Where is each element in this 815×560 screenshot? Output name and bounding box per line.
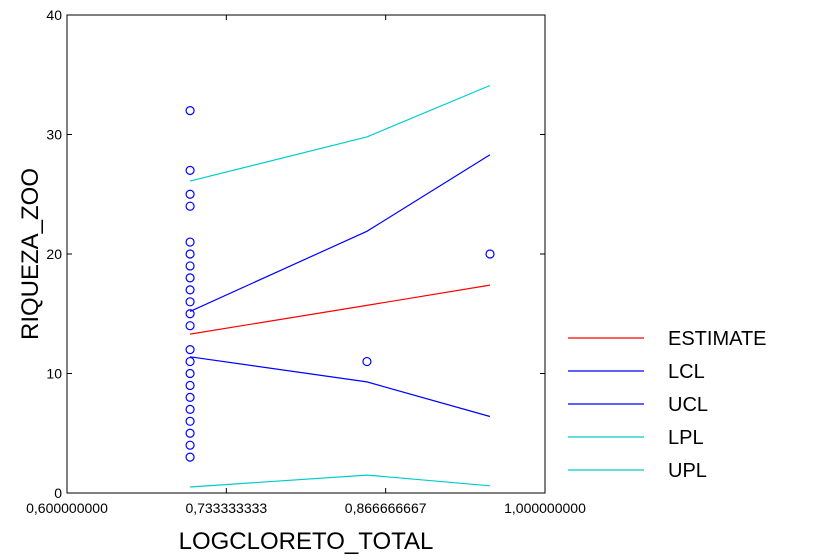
data-point [185, 165, 195, 175]
legend-label-lpl: LPL [668, 427, 704, 449]
y-tick-label: 10 [46, 366, 62, 382]
data-point [185, 356, 195, 367]
legend-label-lcl: LCL [668, 361, 705, 383]
ticks: 0 10 20 30 40 0,600000000 0,733333333 0,8666666… [26, 7, 586, 516]
series-line-ucl [189, 154, 491, 312]
x-tick-label: 0,600000000 [26, 500, 108, 516]
data-point [185, 261, 195, 271]
data-point [185, 404, 195, 414]
y-tick-label: 30 [46, 127, 62, 143]
data-point [185, 105, 195, 116]
data-point [185, 189, 195, 199]
data-point [185, 273, 195, 283]
data-point [185, 201, 195, 211]
legend-label-estimate: ESTIMATE [668, 328, 767, 350]
data-point [185, 368, 195, 379]
data-point [185, 428, 195, 438]
y-axis-title: RIQUEZA_ZOO [17, 168, 44, 340]
data-point [185, 440, 195, 450]
x-tick-label: 0,733333333 [185, 500, 267, 516]
y-tick-label: 20 [46, 246, 62, 262]
data-point [185, 309, 195, 319]
data-point [185, 249, 195, 259]
series-line-upl [189, 84, 491, 182]
series-line-lpl [190, 474, 491, 488]
x-axis-title: LOGCLORETO_TOTAL [179, 528, 434, 555]
data-point [185, 452, 195, 462]
data-point [185, 345, 195, 355]
data-point [362, 356, 372, 367]
data-point [485, 249, 495, 259]
x-tick-label: 0,866666667 [345, 500, 427, 516]
y-tick-label: 40 [46, 7, 62, 23]
data-point [185, 392, 195, 402]
x-tick-label: 1,000000000 [504, 500, 586, 516]
data-point [185, 416, 195, 426]
scatter-points [185, 105, 495, 462]
data-point [185, 321, 195, 331]
data-point [185, 237, 195, 247]
data-point [185, 297, 195, 307]
series-line-estimate [190, 284, 491, 335]
plot-frame [66, 14, 546, 494]
series-line-lcl [190, 356, 491, 418]
y-tick-label: 0 [54, 485, 62, 501]
data-point [185, 380, 195, 391]
legend-label-ucl: UCL [668, 394, 708, 416]
data-point [185, 285, 195, 295]
series-lines [189, 84, 491, 488]
legend-label-upl: UPL [668, 460, 707, 482]
legend: ESTIMATE LCL UCL LPL UPL [568, 328, 767, 482]
